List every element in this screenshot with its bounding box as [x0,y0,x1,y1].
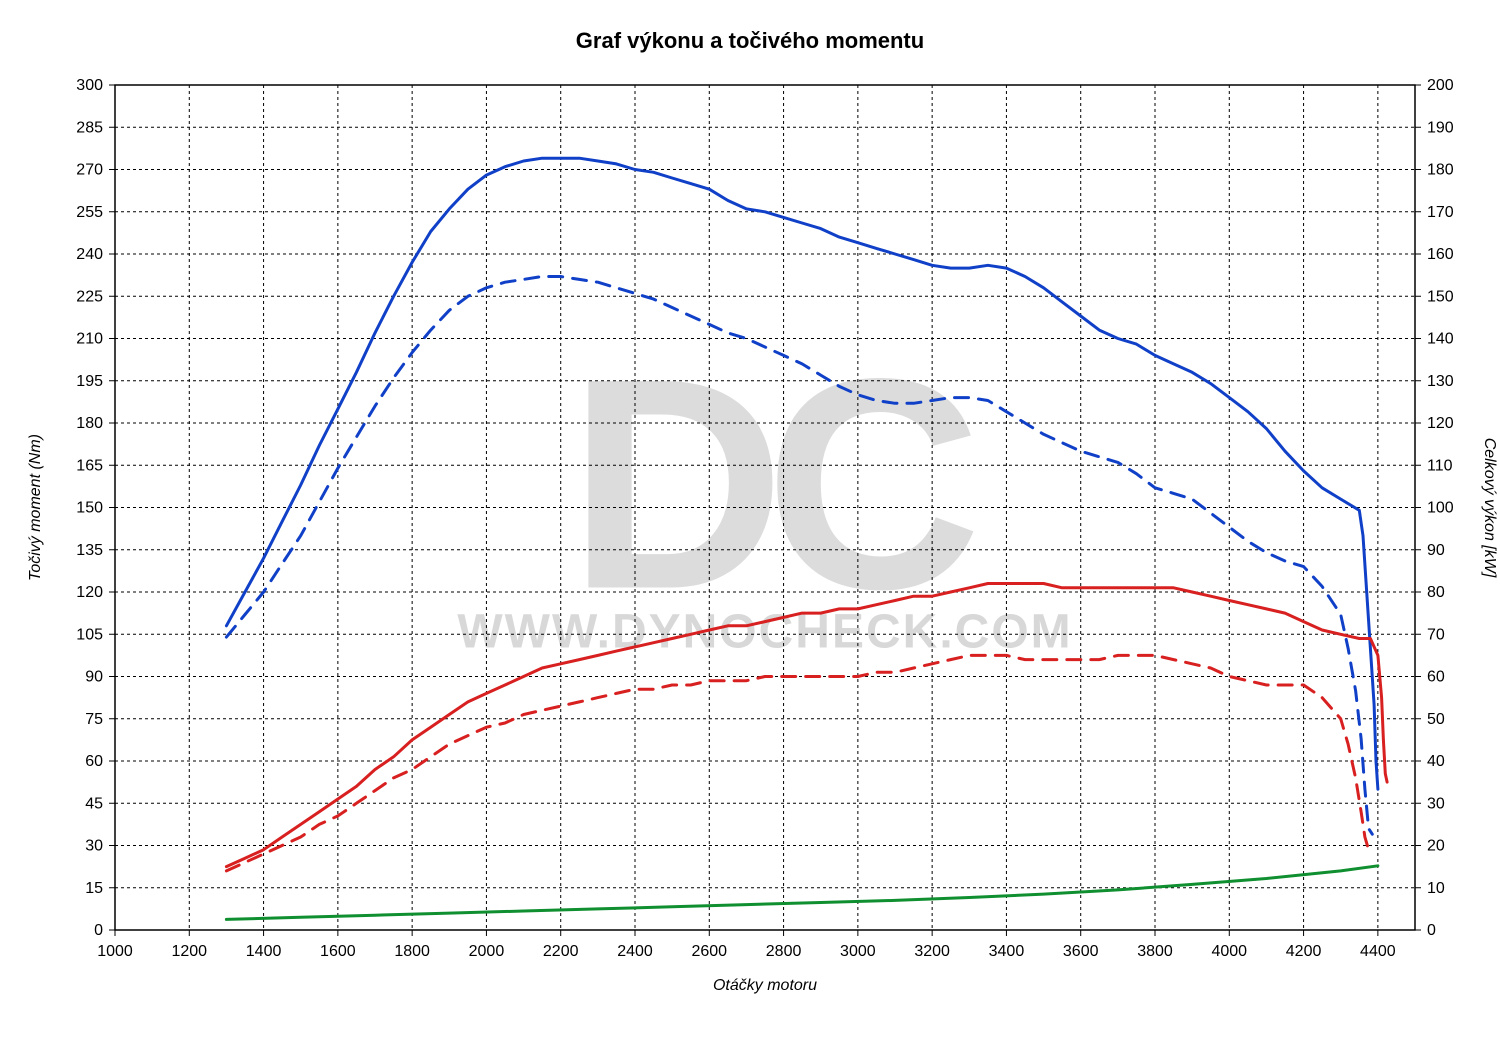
yrtick-label: 10 [1427,880,1445,897]
yltick-label: 180 [76,415,103,432]
series-power_dashed [226,655,1372,871]
chart-container: Graf výkonu a točivého momentu DCWWW.DYN… [0,0,1500,1041]
yleft-label: Točivý moment (Nm) [27,434,44,581]
yltick-label: 150 [76,500,103,517]
yltick-label: 30 [85,838,103,855]
yltick-label: 270 [76,162,103,179]
yltick-label: 105 [76,626,103,643]
xtick-label: 4200 [1286,943,1322,960]
yrtick-label: 60 [1427,669,1445,686]
xtick-label: 1400 [246,943,282,960]
yrtick-label: 140 [1427,331,1454,348]
xtick-label: 3800 [1137,943,1173,960]
yrtick-label: 20 [1427,838,1445,855]
xtick-label: 1600 [320,943,356,960]
yltick-label: 90 [85,669,103,686]
yrtick-label: 0 [1427,922,1436,939]
yrtick-label: 40 [1427,753,1445,770]
xtick-label: 4400 [1360,943,1396,960]
yltick-label: 135 [76,542,103,559]
yrtick-label: 130 [1427,373,1454,390]
yltick-label: 45 [85,795,103,812]
xtick-label: 2800 [766,943,802,960]
yltick-label: 225 [76,288,103,305]
xtick-label: 1800 [394,943,430,960]
xtick-label: 2000 [469,943,505,960]
xtick-label: 1000 [97,943,133,960]
yltick-label: 60 [85,753,103,770]
watermark-url: WWW.DYNOCHECK.COM [457,606,1072,659]
yrtick-label: 200 [1427,77,1454,94]
yltick-label: 300 [76,77,103,94]
yltick-label: 285 [76,119,103,136]
yright-label: Celkový výkon [kW] [1481,438,1498,578]
yltick-label: 15 [85,880,103,897]
yrtick-label: 120 [1427,415,1454,432]
yrtick-label: 170 [1427,204,1454,221]
yrtick-label: 150 [1427,288,1454,305]
xtick-label: 3400 [989,943,1025,960]
yltick-label: 120 [76,584,103,601]
yltick-label: 240 [76,246,103,263]
xtick-label: 3600 [1063,943,1099,960]
xtick-label: 2600 [691,943,727,960]
yltick-label: 195 [76,373,103,390]
xtick-label: 3000 [840,943,876,960]
xtick-label: 1200 [171,943,207,960]
yltick-label: 0 [94,922,103,939]
chart-svg: DCWWW.DYNOCHECK.COM100012001400160018002… [0,0,1500,1041]
yrtick-label: 110 [1427,457,1453,474]
yrtick-label: 180 [1427,162,1454,179]
yrtick-label: 190 [1427,119,1454,136]
yltick-label: 75 [85,711,103,728]
yrtick-label: 50 [1427,711,1445,728]
xtick-label: 2400 [617,943,653,960]
yrtick-label: 100 [1427,500,1454,517]
yrtick-label: 90 [1427,542,1445,559]
series-loss_line [226,866,1378,920]
yrtick-label: 80 [1427,584,1445,601]
yltick-label: 255 [76,204,103,221]
xtick-label: 4000 [1211,943,1247,960]
yltick-label: 210 [76,331,103,348]
yltick-label: 165 [76,457,103,474]
yrtick-label: 160 [1427,246,1454,263]
watermark-dc: DC [568,316,976,652]
xtick-label: 3200 [914,943,950,960]
yrtick-label: 70 [1427,626,1445,643]
xtick-label: 2200 [543,943,579,960]
xaxis-label: Otáčky motoru [713,977,817,994]
yrtick-label: 30 [1427,795,1445,812]
